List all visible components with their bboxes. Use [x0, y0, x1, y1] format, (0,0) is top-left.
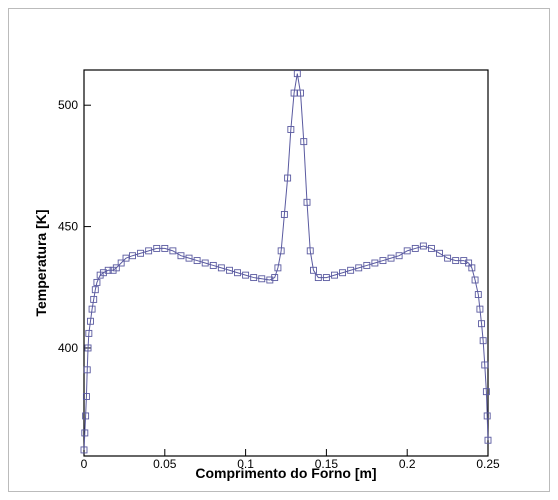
marker: [284, 174, 292, 182]
marker: [193, 257, 201, 265]
marker: [460, 257, 468, 265]
marker: [122, 254, 130, 262]
marker: [88, 305, 96, 313]
marker: [185, 254, 193, 262]
marker: [104, 266, 112, 274]
marker: [403, 247, 411, 255]
marker: [91, 286, 99, 294]
y-axis-label: Temperatura [K]: [33, 209, 49, 316]
marker: [483, 412, 491, 420]
marker: [476, 305, 484, 313]
marker: [331, 271, 338, 279]
marker: [444, 254, 452, 262]
marker: [250, 274, 258, 282]
marker: [287, 126, 295, 133]
marker: [371, 259, 379, 267]
marker: [83, 366, 91, 374]
marker: [478, 320, 485, 328]
marker: [427, 244, 435, 252]
marker: [161, 244, 169, 252]
marker: [277, 247, 285, 255]
marker: [153, 244, 161, 252]
marker: [355, 264, 363, 272]
marker: [339, 269, 347, 277]
marker: [290, 89, 298, 97]
marker: [303, 198, 311, 206]
marker: [479, 337, 487, 345]
marker: [322, 274, 330, 282]
marker: [85, 329, 93, 337]
marker: [145, 247, 153, 255]
marker: [93, 278, 101, 286]
marker: [347, 266, 355, 274]
marker: [300, 138, 308, 146]
marker: [484, 436, 492, 444]
y-tick-label: 400: [58, 341, 78, 355]
marker: [314, 274, 322, 282]
marker: [280, 210, 288, 218]
marker: [271, 274, 279, 282]
marker: [99, 269, 107, 277]
marker: [87, 317, 94, 325]
marker: [419, 242, 427, 250]
marker: [452, 257, 460, 265]
marker: [258, 275, 266, 283]
marker: [481, 361, 489, 369]
frame: [8, 8, 550, 492]
plot-area: [83, 69, 489, 457]
marker: [81, 429, 89, 437]
x-tick-label: 0.15: [315, 457, 339, 471]
marker: [468, 264, 476, 272]
marker: [474, 291, 482, 299]
marker: [137, 249, 145, 257]
marker: [82, 393, 90, 400]
marker: [395, 252, 403, 260]
x-tick-label: 0.25: [476, 457, 500, 471]
x-tick-label: 0.05: [153, 457, 177, 471]
marker: [266, 276, 274, 284]
marker: [112, 264, 120, 272]
marker: [436, 249, 443, 257]
marker: [82, 412, 90, 420]
marker: [80, 446, 88, 454]
marker: [90, 295, 98, 303]
marker: [293, 70, 301, 78]
marker: [242, 271, 250, 279]
marker: [274, 264, 282, 272]
x-tick-label: 0: [81, 457, 88, 471]
marker: [379, 257, 387, 265]
line: [83, 73, 489, 450]
marker: [411, 244, 419, 252]
marker: [209, 261, 217, 269]
marker: [471, 276, 479, 284]
x-tick-label: 0.1: [237, 457, 254, 471]
marker: [129, 252, 136, 260]
marker: [177, 252, 185, 260]
marker: [169, 247, 177, 255]
marker: [482, 388, 490, 396]
marker: [84, 344, 92, 352]
marker: [310, 266, 317, 274]
marker: [217, 264, 225, 272]
marker: [225, 266, 233, 274]
marker: [117, 259, 125, 267]
y-tick-label: 450: [58, 220, 78, 234]
y-tick-label: 500: [58, 98, 78, 112]
marker: [234, 269, 241, 277]
x-tick-label: 0.2: [399, 457, 416, 471]
marker: [363, 261, 371, 269]
marker: [387, 254, 395, 262]
marker: [297, 89, 304, 97]
marker: [201, 259, 209, 267]
x-axis-label: Comprimento do Forno [m]: [195, 465, 376, 481]
marker: [306, 247, 314, 255]
